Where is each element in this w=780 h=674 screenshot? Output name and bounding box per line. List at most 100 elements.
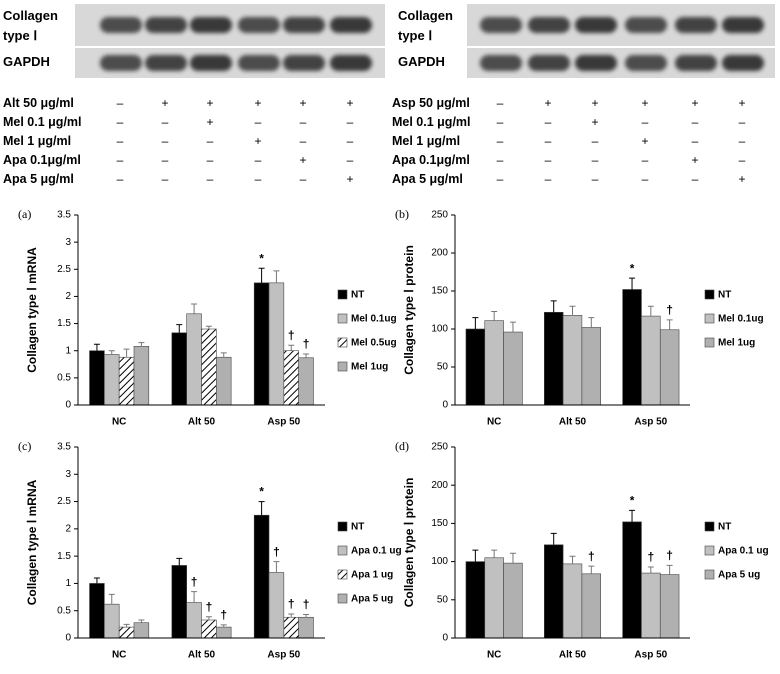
y-tick-label: 200 <box>431 248 448 259</box>
panel-label: (c) <box>18 439 31 453</box>
panel-label: (d) <box>395 439 409 453</box>
error-bar <box>666 319 673 330</box>
x-tick-label: Alt 50 <box>559 417 587 428</box>
treatment-label: Apa 5 μg/ml <box>3 172 74 186</box>
bar <box>283 616 299 639</box>
treatment-sign: + <box>691 153 699 167</box>
legend-label: Mel 1ug <box>351 362 388 373</box>
treatment-sign: + <box>591 115 599 129</box>
y-tick-label: 2 <box>65 291 71 302</box>
treatment-sign: – <box>116 115 124 129</box>
legend-label: Apa 0.1 ug <box>351 546 402 557</box>
error-bar <box>509 552 516 564</box>
treatment-label: Mel 0.1 μg/ml <box>392 115 471 129</box>
treatment-sign: – <box>496 115 504 129</box>
bar <box>133 346 150 406</box>
blot-band <box>283 55 325 71</box>
x-tick-label: NC <box>487 650 501 661</box>
bar <box>465 561 486 639</box>
y-tick-label: 2.5 <box>57 496 71 507</box>
bar <box>543 311 564 406</box>
legend-swatch <box>337 545 348 556</box>
blot-band <box>722 55 764 71</box>
error-bar <box>569 305 576 316</box>
bar <box>268 282 285 406</box>
significance-mark: † <box>206 600 213 614</box>
legend-label: Mel 0.5ug <box>351 338 397 349</box>
blot-strip <box>467 48 775 78</box>
legend-label: Mel 1ug <box>718 338 755 349</box>
error-bar <box>123 348 130 358</box>
treatment-label: Mel 0.1 μg/ml <box>3 115 82 129</box>
band-label: Collagen type Ⅰ <box>3 8 58 43</box>
treatment-sign: – <box>346 153 354 167</box>
treatment-sign: – <box>691 172 699 186</box>
x-tick-label: Asp 50 <box>634 417 667 428</box>
treatment-sign: + <box>738 172 746 186</box>
significance-mark: † <box>303 598 310 612</box>
error-bar <box>569 555 576 564</box>
bar <box>171 332 187 406</box>
treatment-sign: – <box>496 153 504 167</box>
bar <box>641 572 661 639</box>
error-bar <box>205 616 212 620</box>
blot-band <box>675 55 717 71</box>
x-tick-label: NC <box>112 417 126 428</box>
error-bar <box>108 350 115 355</box>
y-tick-label: 0.5 <box>57 372 71 383</box>
blot-band <box>575 17 617 33</box>
treatment-sign: – <box>299 172 307 186</box>
blot-band <box>283 17 325 33</box>
bar <box>104 603 120 639</box>
error-bar <box>258 267 265 283</box>
bar <box>641 315 661 406</box>
bar <box>581 327 602 406</box>
treatment-sign: – <box>641 172 649 186</box>
treatment-sign: – <box>544 153 552 167</box>
bar <box>216 626 232 639</box>
treatment-sign: – <box>496 96 504 110</box>
treatment-label: Apa 0.1μg/ml <box>3 153 81 167</box>
legend-label: Apa 1 ug <box>351 570 393 581</box>
bar <box>171 565 187 639</box>
legend-label: NT <box>718 290 731 301</box>
error-bar <box>176 557 183 566</box>
error-bar <box>550 532 557 545</box>
significance-mark: * <box>259 485 264 499</box>
treatment-sign: – <box>206 153 214 167</box>
significance-mark: † <box>303 337 310 351</box>
treatment-sign: – <box>116 153 124 167</box>
x-tick-label: Alt 50 <box>188 650 216 661</box>
error-bar <box>303 353 310 358</box>
blot-band <box>480 17 522 33</box>
treatment-sign: – <box>496 172 504 186</box>
treatment-sign: – <box>738 153 746 167</box>
blot-band <box>528 17 570 33</box>
bar <box>201 328 217 406</box>
treatment-label: Mel 1 μg/ml <box>3 134 72 148</box>
y-tick-label: 50 <box>437 362 449 373</box>
x-tick-label: Alt 50 <box>559 650 587 661</box>
error-bar <box>288 613 295 618</box>
treatment-sign: – <box>116 96 124 110</box>
error-bar <box>191 303 198 314</box>
error-bar <box>220 352 227 358</box>
bar <box>622 521 642 639</box>
legend-swatch <box>337 593 348 604</box>
error-bar <box>273 270 280 283</box>
treatment-sign: – <box>738 115 746 129</box>
error-bar <box>220 624 227 628</box>
error-bar <box>491 549 498 558</box>
blot-band <box>190 17 232 33</box>
treatment-sign: – <box>161 172 169 186</box>
legend-swatch <box>704 337 715 348</box>
panel-label: (b) <box>395 207 409 221</box>
y-tick-label: 1.5 <box>57 551 71 562</box>
error-bar <box>588 565 595 574</box>
treatment-sign: + <box>641 134 649 148</box>
bar <box>581 573 602 639</box>
y-tick-label: 50 <box>437 594 449 605</box>
significance-mark: † <box>666 549 673 563</box>
legend-label: NT <box>351 522 364 533</box>
